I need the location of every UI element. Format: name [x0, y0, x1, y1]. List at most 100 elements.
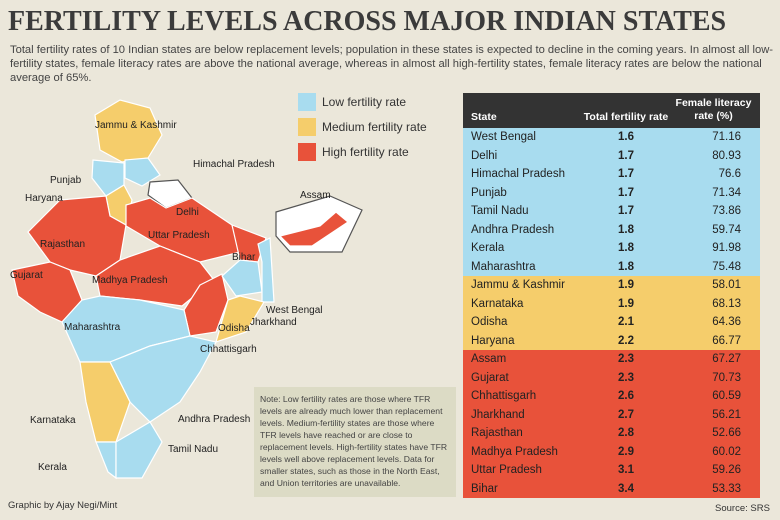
table-row: Karnataka 1.9 68.13 — [463, 294, 760, 313]
map-label: Chhattisgarh — [200, 344, 257, 355]
cell-tfr: 1.9 — [618, 279, 634, 292]
cell-literacy: 76.6 — [718, 168, 741, 181]
state-odisha — [215, 295, 265, 343]
cell-tfr: 1.9 — [618, 297, 634, 310]
map-label: Jharkhand — [250, 317, 297, 328]
map-label: Rajasthan — [40, 239, 85, 250]
table-row: Gujarat 2.3 70.73 — [463, 368, 760, 387]
table-row: Haryana 2.2 66.77 — [463, 331, 760, 350]
state-andhra-pradesh — [109, 335, 217, 423]
subtitle: Total fertility rates of 10 Indian state… — [10, 44, 774, 84]
cell-literacy: 52.66 — [712, 427, 741, 440]
map-label: Odisha — [218, 323, 250, 334]
map-label: Karnataka — [30, 415, 76, 426]
state-himachal-pradesh — [124, 157, 161, 187]
cell-tfr: 1.7 — [618, 205, 634, 218]
cell-state: Andhra Pradesh — [471, 223, 555, 236]
cell-tfr: 2.3 — [618, 353, 634, 366]
cell-state: Himachal Pradesh — [471, 168, 565, 181]
cell-literacy: 73.86 — [712, 205, 741, 218]
legend-label: Medium fertility rate — [322, 120, 427, 134]
table-row: Odisha 2.1 64.36 — [463, 313, 760, 332]
map-label: Tamil Nadu — [168, 444, 218, 455]
cell-tfr: 1.7 — [618, 149, 634, 162]
state-kerala — [95, 441, 117, 480]
state-assam — [278, 211, 350, 247]
table-row: Rajasthan 2.8 52.66 — [463, 424, 760, 443]
legend-swatch-high — [298, 143, 316, 161]
cell-literacy: 56.21 — [712, 408, 741, 421]
header-literacy: Female literacy rate (%) — [675, 97, 752, 122]
table-row: Assam 2.3 67.27 — [463, 350, 760, 369]
cell-state: Haryana — [471, 334, 515, 347]
legend: Low fertility rate Medium fertility rate… — [298, 92, 427, 167]
legend-item-medium: Medium fertility rate — [298, 117, 427, 137]
cell-literacy: 71.16 — [712, 131, 741, 144]
cell-tfr: 3.4 — [618, 482, 634, 495]
cell-state: Odisha — [471, 316, 508, 329]
cell-literacy: 66.77 — [712, 334, 741, 347]
map-label: Jammu & Kashmir — [95, 120, 177, 131]
legend-swatch-medium — [298, 118, 316, 136]
cell-state: Tamil Nadu — [471, 205, 529, 218]
cell-state: Gujarat — [471, 371, 509, 384]
table-row: Uttar Pradesh 3.1 59.26 — [463, 461, 760, 480]
cell-tfr: 2.8 — [618, 427, 634, 440]
cell-tfr: 1.8 — [618, 223, 634, 236]
map-label: Maharashtra — [64, 322, 121, 333]
table-row: Tamil Nadu 1.7 73.86 — [463, 202, 760, 221]
cell-tfr: 2.6 — [618, 390, 634, 403]
legend-label: High fertility rate — [322, 145, 409, 159]
map-label: West Bengal — [266, 305, 323, 316]
state-west-bengal — [257, 237, 275, 303]
table-row: Jharkhand 2.7 56.21 — [463, 405, 760, 424]
cell-tfr: 2.1 — [618, 316, 634, 329]
cell-tfr: 2.9 — [618, 445, 634, 458]
cell-tfr: 1.7 — [618, 186, 634, 199]
cell-literacy: 91.98 — [712, 242, 741, 255]
table-row: Chhattisgarh 2.6 60.59 — [463, 387, 760, 406]
table-row: Madhya Pradesh 2.9 60.02 — [463, 442, 760, 461]
cell-tfr: 3.1 — [618, 464, 634, 477]
map-label: Haryana — [25, 193, 63, 204]
table-row: Himachal Pradesh 1.7 76.6 — [463, 165, 760, 184]
cell-literacy: 60.59 — [712, 390, 741, 403]
state-jharkhand — [221, 259, 263, 297]
cell-state: Punjab — [471, 186, 507, 199]
cell-state: Assam — [471, 353, 507, 366]
map-label: Gujarat — [10, 270, 43, 281]
cell-tfr: 2.2 — [618, 334, 634, 347]
map-label: Madhya Pradesh — [92, 275, 168, 286]
cell-tfr: 2.3 — [618, 371, 634, 384]
legend-item-high: High fertility rate — [298, 142, 427, 162]
table-header: State Total fertility rate Female litera… — [463, 93, 760, 128]
cell-literacy: 75.48 — [712, 260, 741, 273]
map-label: Bihar — [232, 252, 256, 263]
table-row: Punjab 1.7 71.34 — [463, 183, 760, 202]
cell-literacy: 80.93 — [712, 149, 741, 162]
map-label: Andhra Pradesh — [178, 414, 250, 425]
table-row: Kerala 1.8 91.98 — [463, 239, 760, 258]
cell-literacy: 59.74 — [712, 223, 741, 236]
state-jammu-kashmir — [94, 99, 163, 163]
map-label: Himachal Pradesh — [193, 159, 275, 170]
cell-state: West Bengal — [471, 131, 536, 144]
cell-tfr: 2.7 — [618, 408, 634, 421]
cell-state: Delhi — [471, 149, 498, 162]
fertility-table: State Total fertility rate Female litera… — [463, 93, 760, 498]
cell-state: Rajasthan — [471, 427, 523, 440]
map-label: Assam — [300, 190, 331, 201]
cell-state: Chhattisgarh — [471, 390, 537, 403]
note-box: Note: Low fertility rates are those wher… — [254, 387, 456, 497]
cell-literacy: 64.36 — [712, 316, 741, 329]
credit: Graphic by Ajay Negi/Mint — [8, 500, 118, 511]
cell-tfr: 1.8 — [618, 260, 634, 273]
header-state: State — [471, 111, 497, 123]
cell-literacy: 68.13 — [712, 297, 741, 310]
map-label: Punjab — [50, 175, 82, 186]
header-tfr: Total fertility rate — [583, 111, 669, 123]
cell-tfr: 1.8 — [618, 242, 634, 255]
table-row: Andhra Pradesh 1.8 59.74 — [463, 220, 760, 239]
table-row: Delhi 1.7 80.93 — [463, 146, 760, 165]
cell-state: Bihar — [471, 482, 498, 495]
